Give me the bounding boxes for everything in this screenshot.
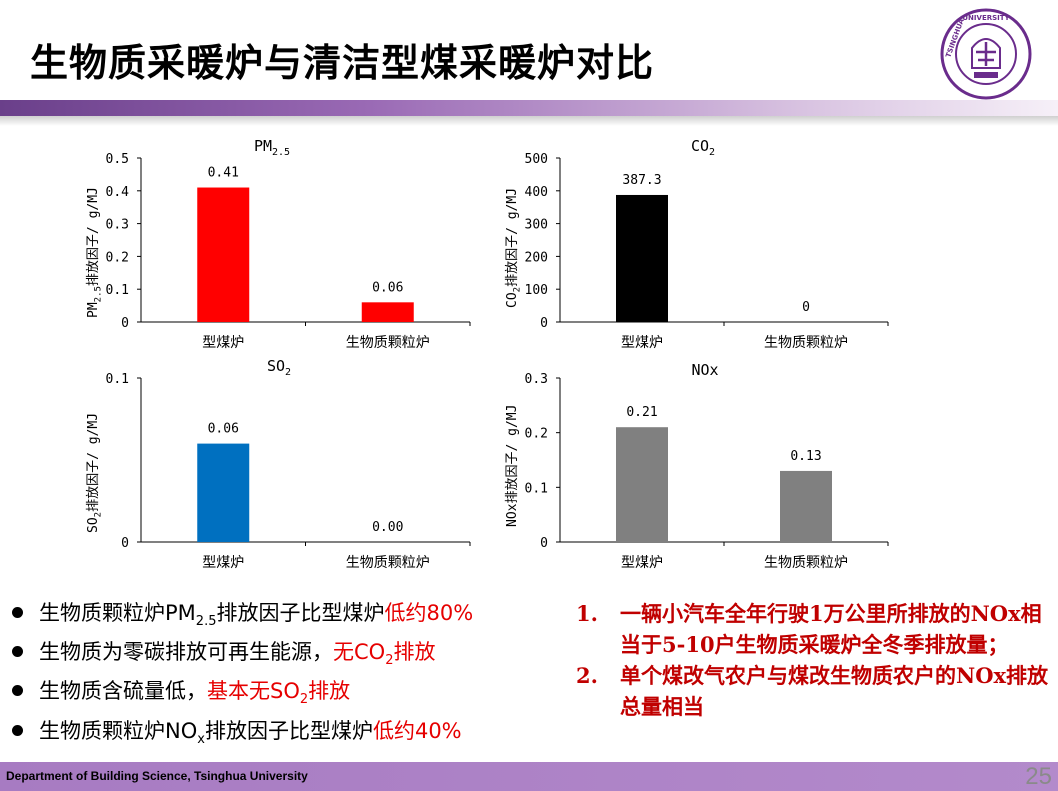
x-tick-label: 型煤炉 bbox=[621, 335, 663, 351]
bar bbox=[616, 427, 668, 542]
bullet-highlight-sub: 2 bbox=[385, 653, 394, 669]
bar bbox=[197, 187, 250, 322]
bullet-dot-icon bbox=[12, 685, 23, 697]
data-label: 0.06 bbox=[208, 422, 239, 437]
y-tick-label: 0.1 bbox=[106, 283, 129, 298]
bullet-dot-icon bbox=[12, 724, 23, 736]
x-tick-label: 生物质颗粒炉 bbox=[764, 555, 848, 571]
svg-text:UNIVERSITY: UNIVERSITY bbox=[962, 14, 1010, 22]
chart-title: SO2 bbox=[266, 357, 292, 378]
bullet-item: 生物质颗粒炉PM2.5排放因子比型煤炉低约80% bbox=[12, 598, 572, 637]
bar bbox=[780, 470, 832, 542]
bullet-highlight: 低约80% bbox=[384, 601, 474, 625]
chart-title: PM2.5 bbox=[253, 137, 291, 158]
footer-text: Department of Building Science, Tsinghua… bbox=[6, 769, 308, 783]
y-tick-label: 0.1 bbox=[525, 481, 548, 496]
y-tick-label: 200 bbox=[525, 250, 548, 265]
bullet-text: 生物质为零碳排放可再生能源， bbox=[39, 640, 333, 665]
x-tick-label: 生物质颗粒炉 bbox=[346, 555, 430, 571]
bullet-highlight: 无CO bbox=[333, 640, 386, 665]
data-label: 0.21 bbox=[626, 405, 657, 420]
y-tick-label: 0 bbox=[540, 536, 548, 551]
note-item: 2. 单个煤改气农户与煤改生物质农户的NOx排放总量相当 bbox=[576, 660, 1052, 722]
title-band bbox=[0, 100, 1058, 116]
note-number: 1. bbox=[576, 601, 598, 626]
notes-list: 1. 一辆小汽车全年行驶1万公里所排放的NOx相当于5-10户生物质采暖炉全冬季排… bbox=[576, 598, 1052, 722]
bullet-text: 生物质颗粒炉NO bbox=[39, 718, 198, 743]
page-number: 25 bbox=[1025, 763, 1052, 790]
bullet-item: 生物质颗粒炉NOx排放因子比型煤炉低约40% bbox=[12, 716, 572, 755]
chart-title: CO2 bbox=[690, 137, 716, 158]
y-tick-label: 400 bbox=[525, 185, 548, 200]
y-tick-label: 300 bbox=[525, 218, 548, 233]
bullet-item: 生物质含硫量低，基本无SO2排放 bbox=[12, 676, 572, 715]
y-tick-label: 0.5 bbox=[106, 152, 129, 167]
x-tick-label: 生物质颗粒炉 bbox=[346, 335, 430, 351]
note-item: 1. 一辆小汽车全年行驶1万公里所排放的NOx相当于5-10户生物质采暖炉全冬季排… bbox=[576, 598, 1052, 660]
x-tick-label: 生物质颗粒炉 bbox=[764, 335, 848, 351]
y-tick-label: 0.3 bbox=[106, 218, 129, 233]
y-tick-label: 0.1 bbox=[106, 372, 129, 387]
bullet-highlight: 排放 bbox=[308, 679, 351, 704]
chart-title: NOx bbox=[691, 361, 719, 379]
y-tick-label: 500 bbox=[525, 152, 548, 167]
x-tick-label: 型煤炉 bbox=[621, 555, 663, 571]
bullet-dot-icon bbox=[12, 607, 23, 618]
y-tick-label: 0 bbox=[121, 316, 129, 331]
bullet-highlight-sub: 2 bbox=[299, 692, 309, 708]
y-tick-label: 100 bbox=[525, 283, 548, 298]
note-text: 单个煤改气农户与煤改生物质农户的NOx排放总量相当 bbox=[620, 663, 1049, 719]
y-tick-label: 0 bbox=[121, 536, 129, 551]
tsinghua-logo: UNIVERSITY TSINGHUA bbox=[940, 8, 1032, 100]
data-label: 0.00 bbox=[372, 520, 403, 535]
y-tick-label: 0 bbox=[540, 316, 548, 331]
data-label: 0.06 bbox=[372, 280, 403, 295]
bullet-sub: x bbox=[197, 731, 205, 747]
bar bbox=[361, 302, 414, 322]
bullet-text: 生物质含硫量低， bbox=[39, 679, 207, 704]
bullet-item: 生物质为零碳排放可再生能源，无CO2排放 bbox=[12, 637, 572, 676]
bullet-highlight: 排放 bbox=[393, 640, 436, 665]
y-tick-label: 0.4 bbox=[106, 185, 130, 200]
x-tick-label: 型煤炉 bbox=[202, 335, 244, 351]
y-tick-label: 0.2 bbox=[106, 250, 129, 265]
data-label: 387.3 bbox=[622, 173, 661, 188]
bar bbox=[616, 194, 668, 322]
note-text: 一辆小汽车全年行驶1万公里所排放的NOx相当于5-10户生物质采暖炉全冬季排放量… bbox=[620, 601, 1042, 657]
slide-title: 生物质采暖炉与清洁型煤采暖炉对比 bbox=[30, 41, 655, 85]
title-shadow bbox=[0, 116, 1058, 126]
bullet-highlight: 基本无SO bbox=[207, 679, 300, 704]
y-tick-label: 0.3 bbox=[525, 372, 548, 387]
bullet-text: 排放因子比型煤炉 bbox=[204, 718, 373, 743]
x-tick-label: 型煤炉 bbox=[202, 555, 244, 571]
bullet-list: 生物质颗粒炉PM2.5排放因子比型煤炉低约80% 生物质为零碳排放可再生能源，无… bbox=[12, 598, 572, 755]
bullet-text: 排放因子比型煤炉 bbox=[216, 601, 385, 625]
bullet-text: 生物质颗粒炉PM bbox=[39, 601, 196, 625]
bullet-dot-icon bbox=[12, 646, 23, 658]
footer-bar: Department of Building Science, Tsinghua… bbox=[0, 762, 1058, 791]
data-label: 0 bbox=[802, 300, 810, 315]
bullet-sub: 2.5 bbox=[195, 614, 217, 630]
bullet-highlight: 低约40% bbox=[372, 718, 462, 743]
note-number: 2. bbox=[576, 663, 598, 688]
data-label: 0.41 bbox=[208, 166, 239, 181]
data-label: 0.13 bbox=[790, 449, 821, 464]
bar bbox=[197, 443, 250, 542]
y-tick-label: 0.2 bbox=[525, 427, 548, 442]
